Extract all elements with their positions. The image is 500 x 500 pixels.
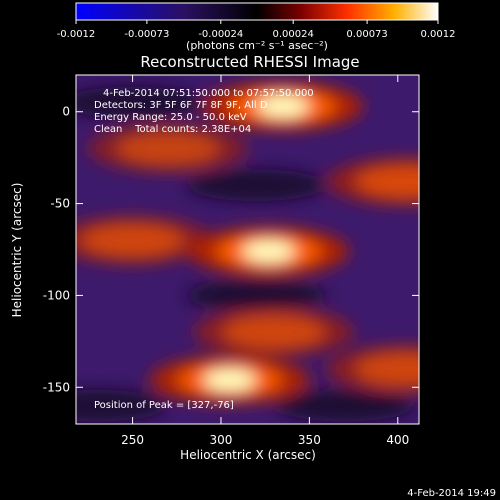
y-tick-label: -100 (43, 288, 70, 302)
x-tick-label: 400 (386, 433, 409, 447)
info-energy: Energy Range: 25.0 - 50.0 keV (94, 112, 247, 123)
bright-band-mid (80, 223, 185, 258)
colorbar-tick-label: -0.00073 (124, 29, 169, 40)
colorbar-unit-label: (photons cm⁻² s⁻¹ asec⁻²) (186, 39, 328, 52)
bright-band-core (203, 368, 256, 391)
intensity-blobs (76, 82, 419, 422)
dark-band (76, 389, 168, 422)
info-clean: Clean Total counts: 2.38E+04 (94, 124, 251, 135)
info-time-range: 4-Feb-2014 07:51:50.000 to 07:57:50.000 (103, 88, 314, 99)
chart-title: Reconstructed RHESSI Image (140, 53, 359, 71)
bright-band-core (242, 240, 295, 263)
x-axis-label: Heliocentric X (arcsec) (180, 448, 316, 462)
colorbar-bar (75, 2, 439, 21)
bright-band-mid (222, 315, 327, 350)
x-tick-label: 250 (121, 433, 144, 447)
bright-band-mid (115, 131, 220, 166)
colorbar-tick-label: 0.00024 (273, 29, 314, 40)
colorbar-ticks: -0.0012 -0.00073 -0.00024 0.00024 0.00073 0.0… (57, 20, 456, 40)
x-axis-ticks: 250 300 350 400 (121, 75, 409, 447)
info-detectors: Detectors: 3F 5F 6F 7F 8F 9F, All D (94, 100, 268, 111)
dark-band (76, 86, 203, 119)
y-axis-label: Heliocentric Y (arcsec) (10, 183, 24, 318)
colorbar: -0.0012 -0.00073 -0.00024 0.00024 0.00073 0.0… (57, 2, 456, 52)
plot-frame (75, 74, 420, 425)
colorbar-tick-label: -0.0012 (57, 29, 96, 40)
info-block: 4-Feb-2014 07:51:50.000 to 07:57:50.000 … (94, 88, 314, 411)
y-axis-ticks: 0 -50 -100 -150 (43, 105, 419, 394)
y-tick-label: -150 (43, 380, 70, 394)
dark-band (186, 169, 327, 202)
footer-date: 4-Feb-2014 19:49 (407, 488, 496, 499)
bright-band-mid (354, 164, 419, 199)
info-peak: Position of Peak = [327,-76] (94, 400, 234, 411)
x-tick-label: 350 (298, 433, 321, 447)
dark-band (274, 389, 415, 422)
dark-band (186, 279, 327, 312)
image-area (76, 75, 419, 424)
colorbar-tick-label: 0.0012 (421, 29, 456, 40)
x-tick-label: 300 (210, 433, 233, 447)
bright-band-core (256, 95, 309, 118)
bright-band-mid (354, 351, 419, 386)
colorbar-tick-label: -0.00024 (198, 29, 243, 40)
y-tick-label: -50 (50, 197, 70, 211)
y-tick-label: 0 (62, 105, 70, 119)
colorbar-tick-label: 0.00073 (346, 29, 387, 40)
